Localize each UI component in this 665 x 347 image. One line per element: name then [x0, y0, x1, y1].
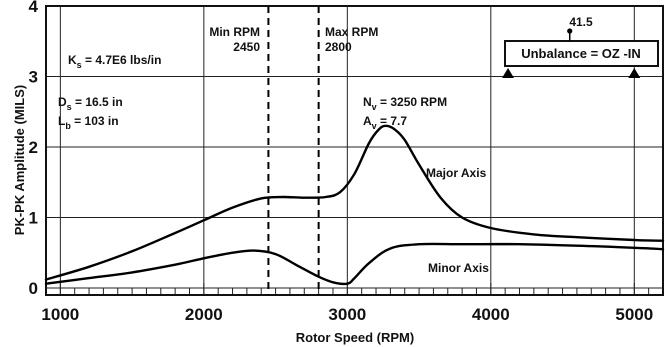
tick-labels: 1000 2000 3000 4000 5000 0 1 2 3 4	[29, 0, 654, 324]
unbalance-triangle	[502, 68, 515, 78]
lb-annotation: Lb = 103 in	[58, 114, 119, 131]
x-tick-label: 2000	[185, 305, 223, 324]
y-tick-label: 0	[29, 279, 38, 298]
y-tick-label: 1	[29, 208, 38, 227]
nv-annotation: Nv = 3250 RPM	[363, 95, 447, 112]
minor-axis-label: Minor Axis	[428, 261, 489, 275]
x-axis-label: Rotor Speed (RPM)	[296, 330, 414, 345]
minor-axis-curve	[44, 242, 665, 286]
y-tick-label: 2	[29, 138, 38, 157]
ks-annotation: Ks = 4.7E6 lbs/in	[68, 53, 161, 70]
unbalance-text: Unbalance = OZ -IN	[521, 46, 641, 61]
y-axis-label: PK-PK Amplitude (MILS)	[12, 85, 27, 235]
unbalance-marks	[502, 28, 641, 78]
y-tick-label: 4	[29, 0, 39, 16]
unbalance-triangle	[628, 68, 641, 78]
av-annotation: Av = 7.7	[363, 114, 407, 131]
x-tick-label: 3000	[328, 305, 366, 324]
rpm-limit-lines	[267, 6, 320, 295]
major-axis-curve	[44, 124, 665, 281]
y-tick-label: 3	[29, 67, 38, 86]
major-axis-label: Major Axis	[426, 166, 487, 180]
unbalance-legend: Unbalance = OZ -IN 41.5	[504, 15, 659, 67]
unbalance-pin-head	[567, 28, 573, 34]
plot-frame	[45, 5, 664, 296]
x-tick-label: 5000	[615, 305, 653, 324]
minor-ticks	[59, 283, 664, 295]
unbalance-box	[504, 40, 659, 67]
series	[44, 124, 665, 286]
unbalance-value: 41.5	[569, 15, 593, 29]
x-tick-label: 4000	[472, 305, 510, 324]
min-rpm-label: Min RPM	[209, 25, 260, 39]
max-rpm-label: Max RPM	[325, 25, 378, 39]
ds-annotation: Ds = 16.5 in	[58, 95, 123, 112]
max-rpm-value: 2800	[325, 40, 352, 54]
min-rpm-value: 2450	[233, 40, 260, 54]
x-tick-label: 1000	[41, 305, 79, 324]
